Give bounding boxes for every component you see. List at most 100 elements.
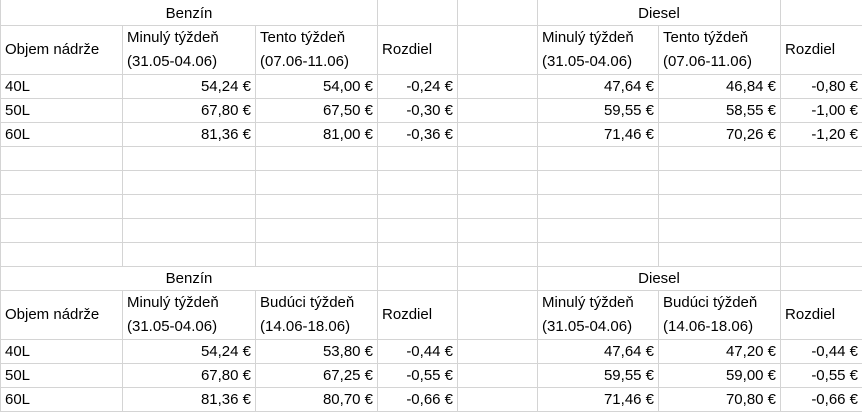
empty-cell[interactable]: [457, 25, 539, 75]
benzin-prev-cell[interactable]: 67,80 €: [122, 363, 256, 388]
empty-cell[interactable]: [377, 170, 459, 195]
diesel-title[interactable]: Diesel: [537, 266, 782, 291]
empty-cell[interactable]: [780, 0, 862, 26]
benzin-title[interactable]: Benzín: [0, 0, 379, 26]
benzin-header-current-week[interactable]: Budúci týždeň (14.06-18.06): [254, 290, 379, 340]
empty-cell[interactable]: [0, 242, 123, 267]
benzin-header-diff[interactable]: Rozdiel: [377, 290, 459, 340]
benzin-diff-cell[interactable]: -0,24 €: [377, 74, 459, 99]
header-tank[interactable]: Objem nádrže: [0, 290, 123, 340]
empty-cell[interactable]: [780, 266, 862, 291]
diesel-current-cell[interactable]: 46,84 €: [658, 74, 782, 99]
benzin-title[interactable]: Benzín: [0, 266, 379, 291]
tank-size-cell[interactable]: 40L: [0, 339, 123, 364]
benzin-current-cell[interactable]: 81,00 €: [254, 122, 379, 147]
empty-cell[interactable]: [457, 146, 539, 171]
empty-cell[interactable]: [457, 266, 539, 291]
empty-cell[interactable]: [122, 242, 256, 267]
diesel-diff-cell[interactable]: -0,55 €: [780, 363, 862, 388]
tank-size-cell[interactable]: 60L: [0, 387, 123, 412]
diesel-prev-cell[interactable]: 71,46 €: [537, 387, 660, 412]
empty-cell[interactable]: [457, 387, 539, 412]
tank-size-cell[interactable]: 50L: [0, 363, 123, 388]
diesel-prev-cell[interactable]: 47,64 €: [537, 74, 660, 99]
empty-cell[interactable]: [122, 194, 256, 219]
diesel-header-diff[interactable]: Rozdiel: [780, 25, 862, 75]
diesel-header-current-week[interactable]: Budúci týždeň (14.06-18.06): [658, 290, 782, 340]
empty-cell[interactable]: [457, 218, 539, 243]
benzin-current-cell[interactable]: 67,25 €: [254, 363, 379, 388]
empty-cell[interactable]: [658, 146, 782, 171]
empty-cell[interactable]: [377, 194, 459, 219]
benzin-prev-cell[interactable]: 81,36 €: [122, 122, 256, 147]
diesel-diff-cell[interactable]: -0,66 €: [780, 387, 862, 412]
diesel-current-cell[interactable]: 47,20 €: [658, 339, 782, 364]
diesel-current-cell[interactable]: 58,55 €: [658, 98, 782, 123]
empty-cell[interactable]: [780, 194, 862, 219]
empty-cell[interactable]: [457, 0, 539, 26]
empty-cell[interactable]: [122, 146, 256, 171]
diesel-current-cell[interactable]: 70,80 €: [658, 387, 782, 412]
empty-cell[interactable]: [537, 170, 660, 195]
empty-cell[interactable]: [658, 194, 782, 219]
diesel-diff-cell[interactable]: -0,80 €: [780, 74, 862, 99]
benzin-current-cell[interactable]: 67,50 €: [254, 98, 379, 123]
benzin-diff-cell[interactable]: -0,36 €: [377, 122, 459, 147]
empty-cell[interactable]: [254, 218, 379, 243]
diesel-diff-cell[interactable]: -1,00 €: [780, 98, 862, 123]
empty-cell[interactable]: [537, 242, 660, 267]
benzin-current-cell[interactable]: 80,70 €: [254, 387, 379, 412]
header-tank[interactable]: Objem nádrže: [0, 25, 123, 75]
empty-cell[interactable]: [658, 218, 782, 243]
diesel-diff-cell[interactable]: -0,44 €: [780, 339, 862, 364]
empty-cell[interactable]: [780, 170, 862, 195]
empty-cell[interactable]: [122, 170, 256, 195]
empty-cell[interactable]: [457, 194, 539, 219]
benzin-prev-cell[interactable]: 81,36 €: [122, 387, 256, 412]
benzin-diff-cell[interactable]: -0,55 €: [377, 363, 459, 388]
empty-cell[interactable]: [254, 194, 379, 219]
benzin-diff-cell[interactable]: -0,66 €: [377, 387, 459, 412]
empty-cell[interactable]: [457, 363, 539, 388]
diesel-header-prev-week[interactable]: Minulý týždeň (31.05-04.06): [537, 25, 660, 75]
empty-cell[interactable]: [377, 266, 459, 291]
empty-cell[interactable]: [537, 218, 660, 243]
tank-size-cell[interactable]: 40L: [0, 74, 123, 99]
benzin-diff-cell[interactable]: -0,44 €: [377, 339, 459, 364]
empty-cell[interactable]: [377, 0, 459, 26]
diesel-title[interactable]: Diesel: [537, 0, 782, 26]
benzin-diff-cell[interactable]: -0,30 €: [377, 98, 459, 123]
diesel-prev-cell[interactable]: 59,55 €: [537, 363, 660, 388]
empty-cell[interactable]: [457, 74, 539, 99]
empty-cell[interactable]: [377, 146, 459, 171]
diesel-header-prev-week[interactable]: Minulý týždeň (31.05-04.06): [537, 290, 660, 340]
benzin-current-cell[interactable]: 54,00 €: [254, 74, 379, 99]
benzin-header-prev-week[interactable]: Minulý týždeň (31.05-04.06): [122, 25, 256, 75]
empty-cell[interactable]: [0, 194, 123, 219]
empty-cell[interactable]: [457, 122, 539, 147]
empty-cell[interactable]: [780, 146, 862, 171]
benzin-header-prev-week[interactable]: Minulý týždeň (31.05-04.06): [122, 290, 256, 340]
benzin-prev-cell[interactable]: 54,24 €: [122, 339, 256, 364]
tank-size-cell[interactable]: 60L: [0, 122, 123, 147]
empty-cell[interactable]: [377, 242, 459, 267]
diesel-prev-cell[interactable]: 59,55 €: [537, 98, 660, 123]
empty-cell[interactable]: [658, 242, 782, 267]
empty-cell[interactable]: [537, 146, 660, 171]
benzin-header-current-week[interactable]: Tento týždeň (07.06-11.06): [254, 25, 379, 75]
empty-cell[interactable]: [254, 242, 379, 267]
empty-cell[interactable]: [780, 242, 862, 267]
benzin-prev-cell[interactable]: 67,80 €: [122, 98, 256, 123]
benzin-prev-cell[interactable]: 54,24 €: [122, 74, 256, 99]
empty-cell[interactable]: [254, 170, 379, 195]
diesel-current-cell[interactable]: 59,00 €: [658, 363, 782, 388]
empty-cell[interactable]: [457, 290, 539, 340]
empty-cell[interactable]: [457, 98, 539, 123]
empty-cell[interactable]: [457, 339, 539, 364]
benzin-header-diff[interactable]: Rozdiel: [377, 25, 459, 75]
empty-cell[interactable]: [457, 170, 539, 195]
empty-cell[interactable]: [254, 146, 379, 171]
tank-size-cell[interactable]: 50L: [0, 98, 123, 123]
empty-cell[interactable]: [0, 218, 123, 243]
empty-cell[interactable]: [377, 218, 459, 243]
